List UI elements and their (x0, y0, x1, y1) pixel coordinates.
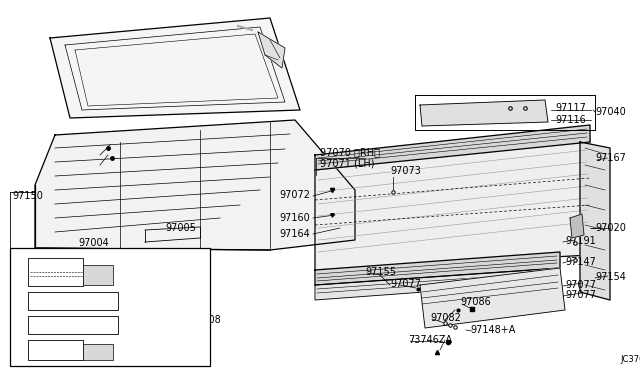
Text: 97147: 97147 (565, 257, 596, 267)
Bar (28, 340, 83, 360)
Polygon shape (580, 142, 610, 300)
Text: 97077: 97077 (565, 280, 596, 290)
Text: 97005: 97005 (165, 223, 196, 233)
Polygon shape (420, 268, 565, 328)
Text: 97191: 97191 (565, 236, 596, 246)
Text: 97117: 97117 (555, 103, 586, 113)
Bar (83, 265, 113, 285)
Polygon shape (315, 125, 590, 170)
Polygon shape (35, 120, 355, 250)
Bar (28, 292, 118, 310)
Text: 97086: 97086 (460, 297, 491, 307)
Text: 97070 〈RH〉: 97070 〈RH〉 (320, 147, 380, 157)
Text: 97008: 97008 (190, 315, 221, 325)
Text: 97148+A: 97148+A (470, 325, 515, 335)
Text: 97077: 97077 (565, 290, 596, 300)
Text: 97150: 97150 (12, 191, 43, 201)
Polygon shape (50, 18, 300, 118)
Text: 97167: 97167 (595, 153, 626, 163)
Polygon shape (315, 268, 560, 300)
Text: 97020: 97020 (595, 223, 626, 233)
Polygon shape (315, 252, 560, 285)
Bar (10, 248, 210, 366)
Text: 97040: 97040 (595, 107, 626, 117)
Polygon shape (420, 100, 548, 126)
Text: 97155: 97155 (365, 267, 396, 277)
Bar (83, 344, 113, 360)
Text: 97004: 97004 (78, 238, 109, 248)
Text: 97082: 97082 (430, 313, 461, 323)
Text: 73746ZA: 73746ZA (408, 335, 452, 345)
Text: 97072: 97072 (279, 190, 310, 200)
Bar (28, 258, 83, 286)
Text: 97116: 97116 (555, 115, 586, 125)
Text: 97071 (LH): 97071 (LH) (320, 158, 374, 168)
Polygon shape (570, 214, 584, 238)
Text: JC37000: JC37000 (620, 356, 640, 365)
Polygon shape (258, 32, 285, 68)
Text: 97164: 97164 (279, 229, 310, 239)
Text: 97073: 97073 (390, 166, 421, 176)
Polygon shape (315, 138, 590, 270)
Text: 97154: 97154 (595, 272, 626, 282)
Text: 97077: 97077 (390, 279, 421, 289)
Text: 97160: 97160 (279, 213, 310, 223)
Bar (28, 316, 118, 334)
